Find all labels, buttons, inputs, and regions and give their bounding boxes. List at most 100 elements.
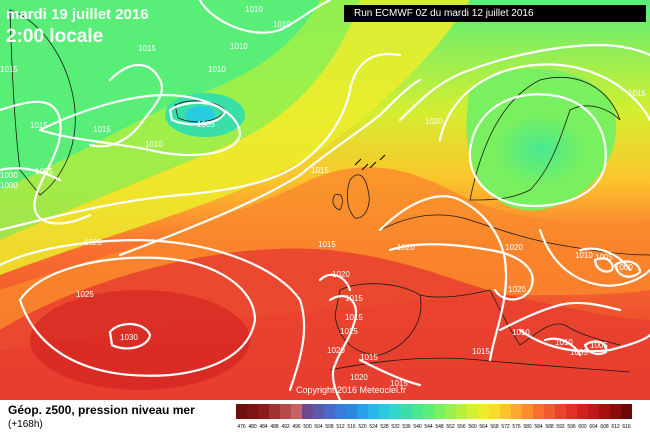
isobar-label: 1000 (0, 181, 18, 190)
isobar-label: 1010 (555, 338, 573, 347)
copyright: Copyright 2016 Meteociel.fr (296, 385, 407, 395)
forecast-lead: (+168h) (8, 419, 43, 430)
scale-swatch (445, 404, 457, 419)
scale-swatch (434, 404, 446, 419)
isobar-label: 1015 (340, 327, 358, 336)
isobar-label: 1020 (327, 346, 345, 355)
scale-label: 560 (468, 424, 477, 430)
europe-coast (379, 214, 650, 346)
scale-swatch (247, 404, 259, 419)
isobar-label: 1005 (595, 253, 613, 262)
isobar-1005-iceland (168, 101, 227, 126)
isobar-1020-europe (388, 243, 534, 301)
isobars (0, 0, 650, 400)
scale-swatch (313, 404, 325, 419)
isobar-label: 1015 (472, 347, 490, 356)
isobar-1015-iberia (328, 295, 358, 400)
isobar-label: 1020 (332, 270, 350, 279)
scale-label: 596 (567, 424, 576, 430)
scale-label: 572 (501, 424, 510, 430)
scale-label: 512 (336, 424, 345, 430)
isobar-labels: 1010 1010 1015 1010 1010 1015 1005 1010 … (0, 5, 646, 388)
isobar-label: 1015 (138, 44, 156, 53)
isobar-label: 1015 (628, 89, 646, 98)
scale-swatch (423, 404, 435, 419)
scale-swatch (544, 404, 556, 419)
isobar-label: 1015 (345, 313, 363, 322)
isobar-1010-east (578, 247, 632, 272)
isobar-1020-north (398, 43, 650, 122)
isobar-1020-iberia (318, 273, 352, 292)
isobar-1010-north (198, 0, 332, 34)
isobar-label: 1020 (84, 238, 102, 247)
isobar-label: 1000 (0, 171, 18, 180)
isobar-label: 1010 (273, 20, 291, 29)
scale-label: 500 (303, 424, 312, 430)
scale-label: 544 (424, 424, 433, 430)
isobar-label: 1010 (245, 5, 263, 14)
isobar-label: 1015 (0, 65, 18, 74)
scale-swatch (379, 404, 391, 419)
scale-label: 584 (534, 424, 543, 430)
scale-swatch (368, 404, 380, 419)
forecast-time: 2:00 locale (6, 26, 104, 47)
greenland-coast (9, 9, 76, 196)
scale-label: 476 (237, 424, 246, 430)
isobar-label: 1010 (575, 251, 593, 260)
scale-swatch (456, 404, 468, 419)
isobar-label: 1020 (350, 373, 368, 382)
scale-label: 608 (600, 424, 609, 430)
isobar-1005-southeast (583, 340, 608, 356)
isobar-label: 1005 (35, 167, 53, 176)
scale-swatch (291, 404, 303, 419)
isobar-1000-east (613, 260, 642, 278)
scale-swatch (412, 404, 424, 419)
yellow-band (0, 0, 470, 275)
scale-swatch (555, 404, 567, 419)
scale-swatch (269, 404, 281, 419)
isobar-label: 1015 (390, 379, 408, 388)
scandinavia-low-core (495, 115, 585, 185)
isobar-1005-east (593, 257, 614, 273)
scale-swatch (467, 404, 479, 419)
isobar-1015-atlantic (0, 100, 92, 225)
scale-swatch (280, 404, 292, 419)
scale-swatch (357, 404, 369, 419)
isobar-label: 1020 (397, 243, 415, 252)
isobar-label: 1015 (318, 240, 336, 249)
scale-swatch (577, 404, 589, 419)
weather-map: 1010 1010 1015 1010 1010 1015 1005 1010 … (0, 0, 650, 400)
isobar-label: 1020 (425, 117, 443, 126)
scale-label: 556 (457, 424, 466, 430)
scale-label: 492 (281, 424, 290, 430)
scale-swatch (489, 404, 501, 419)
scale-label: 524 (369, 424, 378, 430)
isobar-1015-greenland (88, 64, 163, 148)
isobar-label: 1025 (76, 290, 94, 299)
isobar-label: 1015 (345, 294, 363, 303)
isobar-label: 1020 (508, 285, 526, 294)
scale-label: 504 (314, 424, 323, 430)
scale-label: 552 (446, 424, 455, 430)
isobar-1030-high (108, 323, 152, 350)
scale-swatch (511, 404, 523, 419)
scale-label: 528 (380, 424, 389, 430)
isobar-label: 1010 (145, 140, 163, 149)
scale-swatch (500, 404, 512, 419)
scale-swatch (335, 404, 347, 419)
scandinavia-coast (469, 77, 621, 201)
isobar-label: 1015 (30, 121, 48, 130)
isobar-1010-central (498, 301, 622, 332)
scale-label: 564 (479, 424, 488, 430)
isobar-label: 1005 (197, 120, 215, 129)
scale-label: 496 (292, 424, 301, 430)
scale-swatch (478, 404, 490, 419)
isobar-1010-iceland (38, 93, 242, 157)
isobar-1020-outer (0, 238, 306, 392)
wind-barbs (354, 154, 386, 171)
scale-swatch (390, 404, 402, 419)
scale-label: 568 (490, 424, 499, 430)
iceland-low-center (185, 106, 215, 124)
scale-label: 484 (259, 424, 268, 430)
